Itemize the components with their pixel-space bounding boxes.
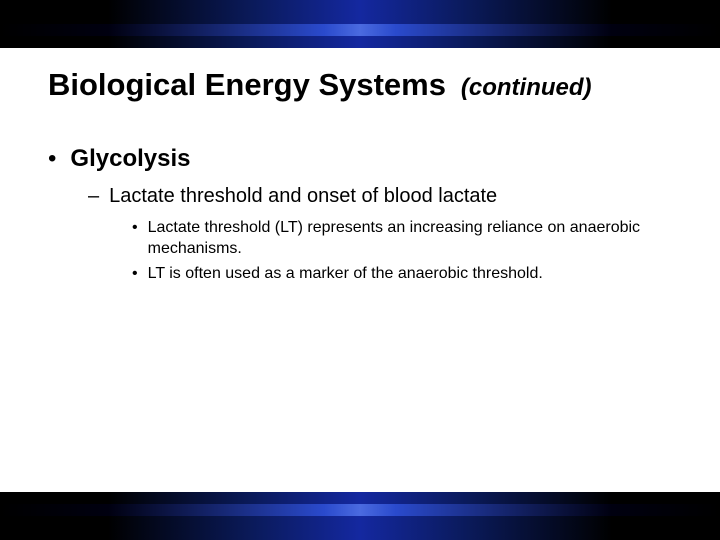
top-band-highlight [0,24,720,36]
bullet-marker: • [132,218,138,239]
bullet-level3: • Lactate threshold (LT) represents an i… [132,218,712,260]
bullet-marker: – [88,185,99,208]
bullet-text: Lactate threshold and onset of blood lac… [109,185,497,208]
bullet-text: Lactate threshold (LT) represents an inc… [148,218,712,260]
bullet-marker: • [132,264,138,285]
top-decorative-band [0,0,720,48]
bullet-level1: • Glycolysis [48,145,720,173]
bullet-text: Glycolysis [70,145,190,173]
title-main: Biological Energy Systems [48,67,446,102]
bullet-level2: – Lactate threshold and onset of blood l… [88,185,720,208]
bullet-level3: • LT is often used as a marker of the an… [132,264,712,285]
bottom-band-highlight [0,504,720,516]
slide-title: Biological Energy Systems (continued) [48,66,720,103]
bullet-text: LT is often used as a marker of the anae… [148,264,543,285]
title-continued: (continued) [461,74,592,101]
bullet-marker: • [48,145,56,173]
bottom-decorative-band [0,492,720,540]
slide-content: • Glycolysis – Lactate threshold and ons… [48,145,720,284]
